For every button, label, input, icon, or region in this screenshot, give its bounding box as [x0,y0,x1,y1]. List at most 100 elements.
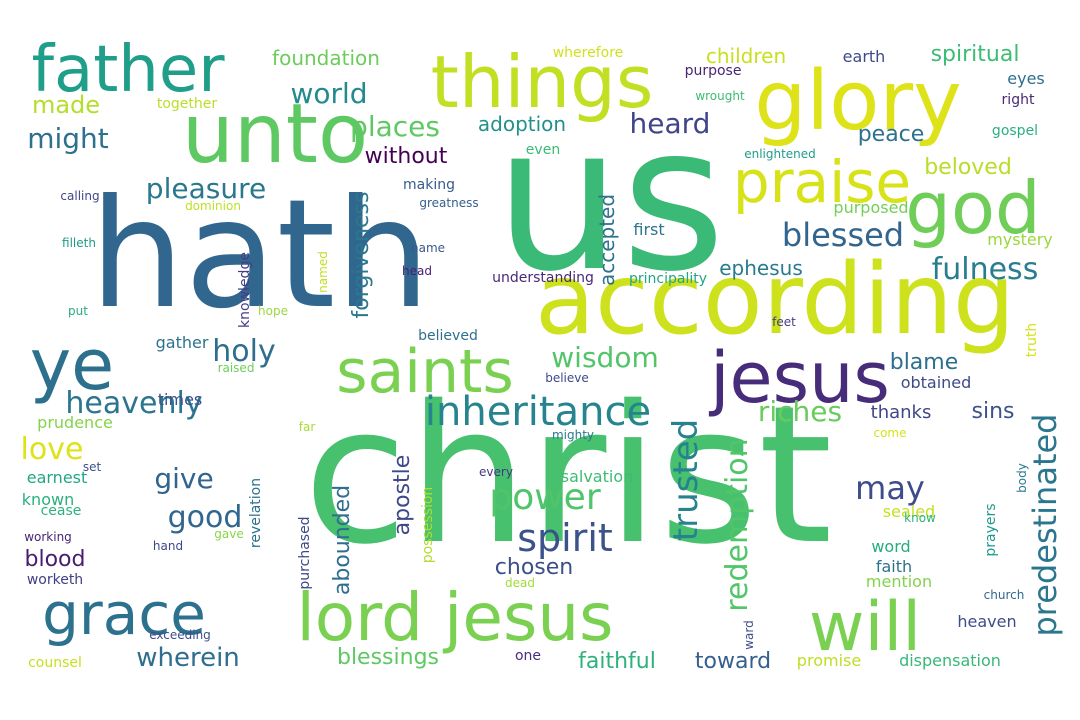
word-children: children [705,44,787,68]
word-known: known [21,490,75,509]
word-named: named [316,251,330,293]
word-redemption: redemption [720,438,755,612]
word-love: love [20,432,84,467]
word-every: every [479,465,513,479]
word-adoption: adoption [477,112,567,136]
word-body: body [1015,463,1029,493]
word-might: might [27,122,109,155]
word-church: church [983,588,1025,602]
word-worketh: worketh [26,572,84,588]
word-exceeding: exceeding [149,628,211,642]
word-revelation: revelation [248,477,264,549]
word-grace: grace [42,580,206,648]
word-heaven: heaven [957,612,1017,631]
word-prudence: prudence [37,413,113,432]
word-wisdom: wisdom [551,341,659,374]
word-abounded: abounded [330,484,355,596]
word-peace: peace [857,122,925,147]
word-word: word [871,537,911,556]
word-blame: blame [889,350,959,375]
word-faith: faith [875,557,913,576]
word-power: power [489,477,601,518]
word-name: name [410,241,446,255]
word-blessings: blessings [336,645,440,670]
word-wherefore: wherefore [552,45,624,61]
word-eyes: eyes [1007,69,1045,88]
word-principality: principality [628,271,708,287]
word-give: give [154,462,214,495]
word-wherein: wherein [136,643,240,673]
word-first: first [633,220,665,239]
word-working: working [24,530,72,544]
word-hope: hope [258,304,288,318]
word-heavenly: heavenly [65,386,203,421]
word-knowledge: knowledge [237,252,253,328]
word-times: times [157,390,203,409]
word-wrought: wrought [695,89,745,103]
word-holy: holy [212,334,276,369]
word-put: put [68,304,88,318]
word-mention: mention [865,572,933,591]
word-calling: calling [60,189,100,203]
word-hath: hath [89,168,431,342]
word-things: things [430,40,654,124]
word-truth: truth [1024,322,1040,358]
word-lord-jesus: lord jesus [296,579,614,656]
word-trusted: trusted [666,418,706,542]
word-mighty: mighty [551,428,595,442]
word-made: made [31,91,101,119]
word-good: good [167,500,243,535]
word-foundation: foundation [272,46,380,70]
word-making: making [403,177,455,193]
word-ward: ward [742,620,756,650]
word-mystery: mystery [987,230,1053,249]
word-earth: earth [842,47,886,66]
word-praise: praise [732,148,912,216]
word-will: will [808,588,922,667]
word-beloved: beloved [924,155,1012,180]
word-spiritual: spiritual [930,42,1020,67]
word-thanks: thanks [870,402,932,423]
word-counsel: counsel [28,655,82,671]
word-enlightened: enlightened [744,147,816,161]
word-sins: sins [971,399,1015,424]
word-jesus: jesus [710,337,890,419]
word-world: world [290,77,368,110]
word-faithful: faithful [578,649,656,674]
word-ephesus: ephesus [719,256,803,280]
word-riches: riches [757,395,843,428]
word-filleth: filleth [62,236,96,250]
word-earnest: earnest [26,468,88,487]
word-far: far [298,420,316,434]
word-even: even [525,142,561,158]
word-blessed: blessed [781,216,905,254]
word-dead: dead [505,576,535,590]
word-greatness: greatness [419,196,479,210]
word-without: without [364,144,448,169]
word-glory: glory [754,54,962,149]
word-set: set [82,460,102,474]
word-prayers: prayers [983,503,999,557]
word-one: one [514,648,542,664]
word-accepted: accepted [595,193,619,287]
word-gather: gather [155,333,209,352]
word-according: according [534,243,1016,357]
word-believed: believed [418,328,478,344]
word-believe: believe [545,371,589,385]
word-saints: saints [336,337,514,407]
word-come: come [873,426,907,440]
word-gave: gave [214,527,244,541]
word-promise: promise [796,651,862,670]
word-places: places [350,110,440,143]
word-may: may [855,469,925,507]
word-heard: heard [629,107,711,140]
word-cease: cease [40,503,82,519]
word-head: head [402,264,432,278]
word-sealed: sealed [882,502,936,521]
word-fulness: fulness [931,252,1039,287]
word-gospel: gospel [991,123,1039,139]
word-father: father [31,33,225,107]
word-spirit: spirit [517,516,613,560]
word-know: know [904,511,936,525]
